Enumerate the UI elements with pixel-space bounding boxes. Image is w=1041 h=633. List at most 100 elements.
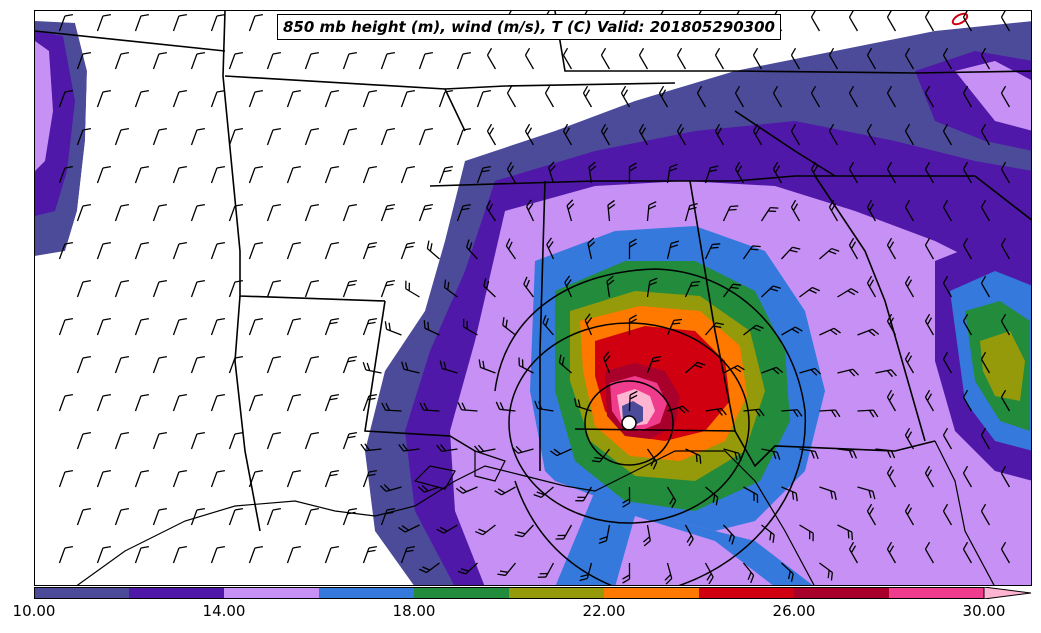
colorbar-segment <box>794 587 890 599</box>
wind-barb <box>114 355 130 374</box>
wind-barb <box>342 355 358 374</box>
wind-barb <box>696 85 707 108</box>
wind-barb <box>266 203 282 222</box>
wind-barb <box>962 161 973 184</box>
wind-barb <box>58 393 74 412</box>
wind-barb <box>172 13 188 32</box>
wind-barb <box>600 123 611 146</box>
wind-barb <box>962 237 973 260</box>
wind-barb <box>362 393 378 412</box>
wind-barb <box>134 89 150 108</box>
wind-barb <box>476 89 492 108</box>
wind-barb <box>886 313 897 336</box>
wind-barb <box>761 448 781 460</box>
wind-barb <box>228 355 244 374</box>
wind-barb <box>722 205 739 222</box>
wind-barb <box>401 361 420 374</box>
wind-barb <box>76 51 92 70</box>
wind-barb <box>134 241 150 260</box>
wind-barb <box>734 85 745 108</box>
wind-barb <box>324 165 340 184</box>
wind-barb <box>591 448 610 463</box>
wind-barb <box>362 361 382 374</box>
wind-barb <box>210 165 226 184</box>
wind-barb <box>96 469 112 488</box>
wind-barb <box>379 484 402 492</box>
wind-barb <box>942 351 953 374</box>
wind-barb <box>742 245 761 260</box>
wind-barb <box>704 562 714 585</box>
wind-barb <box>342 203 358 222</box>
wind-barb <box>646 356 662 374</box>
wind-barb <box>384 321 402 336</box>
wind-barb <box>76 279 92 298</box>
wind-barb <box>152 431 168 450</box>
wind-barb <box>781 562 794 582</box>
wind-barb <box>342 51 358 70</box>
wind-barb <box>658 85 669 108</box>
wind-barb <box>924 11 935 32</box>
wind-barb <box>942 123 953 146</box>
wind-barb <box>962 85 973 108</box>
wind-barb <box>810 11 821 32</box>
wind-barb <box>781 486 798 502</box>
wind-barb <box>152 127 168 146</box>
wind-barb <box>666 163 678 184</box>
colorbar-extend-arrow <box>983 587 1032 599</box>
wind-barb <box>456 51 472 70</box>
wind-barb <box>304 203 320 222</box>
wind-barb <box>228 203 244 222</box>
wind-barb <box>286 89 302 108</box>
wind-barb <box>857 409 879 418</box>
wind-barb <box>780 246 801 260</box>
wind-barb <box>628 162 637 184</box>
wind-barb <box>417 485 440 493</box>
wind-barb <box>819 486 837 501</box>
wind-barb <box>248 89 264 108</box>
wind-barb <box>886 85 897 108</box>
wind-barb <box>1000 313 1011 336</box>
wind-barb <box>704 322 725 336</box>
wind-barb <box>628 238 637 260</box>
wind-barb <box>1000 541 1011 564</box>
wind-barb <box>210 241 226 260</box>
wind-barb <box>398 443 420 452</box>
colorbar-tick-label: 30.00 <box>962 602 1006 620</box>
wind-barb <box>761 285 781 298</box>
wind-barb <box>190 203 206 222</box>
wind-barb <box>114 127 130 146</box>
wind-barb <box>58 241 74 260</box>
wind-barb <box>514 524 534 538</box>
wind-barb <box>980 199 991 222</box>
wind-barb <box>505 238 517 260</box>
wind-barb <box>857 486 876 500</box>
wind-barb <box>704 165 719 184</box>
wind-barb <box>886 237 897 260</box>
wind-barb <box>628 314 637 336</box>
wind-barb <box>980 47 991 70</box>
wind-barb <box>962 389 973 412</box>
wind-barb <box>210 317 226 336</box>
wind-barb <box>837 368 860 377</box>
wind-barb <box>743 324 764 336</box>
wind-barb <box>58 545 74 564</box>
wind-barb <box>266 355 282 374</box>
wind-barb <box>342 127 358 146</box>
wind-barb <box>190 431 206 450</box>
wind-barb <box>438 165 454 184</box>
wind-barb <box>324 469 340 488</box>
wind-barb <box>362 545 378 564</box>
colorbar-segment <box>699 587 795 599</box>
wind-barb <box>828 123 839 146</box>
wind-barb <box>667 405 690 414</box>
wind-barb <box>518 357 534 374</box>
wind-barb <box>866 123 877 146</box>
wind-barb <box>534 400 554 412</box>
colorbar-segment <box>224 587 320 599</box>
wind-barb <box>810 161 821 184</box>
wind-barb <box>684 524 694 547</box>
wind-barb <box>457 562 478 575</box>
wind-barb <box>790 123 801 146</box>
wind-barb <box>962 11 973 32</box>
wind-barb <box>248 241 264 260</box>
